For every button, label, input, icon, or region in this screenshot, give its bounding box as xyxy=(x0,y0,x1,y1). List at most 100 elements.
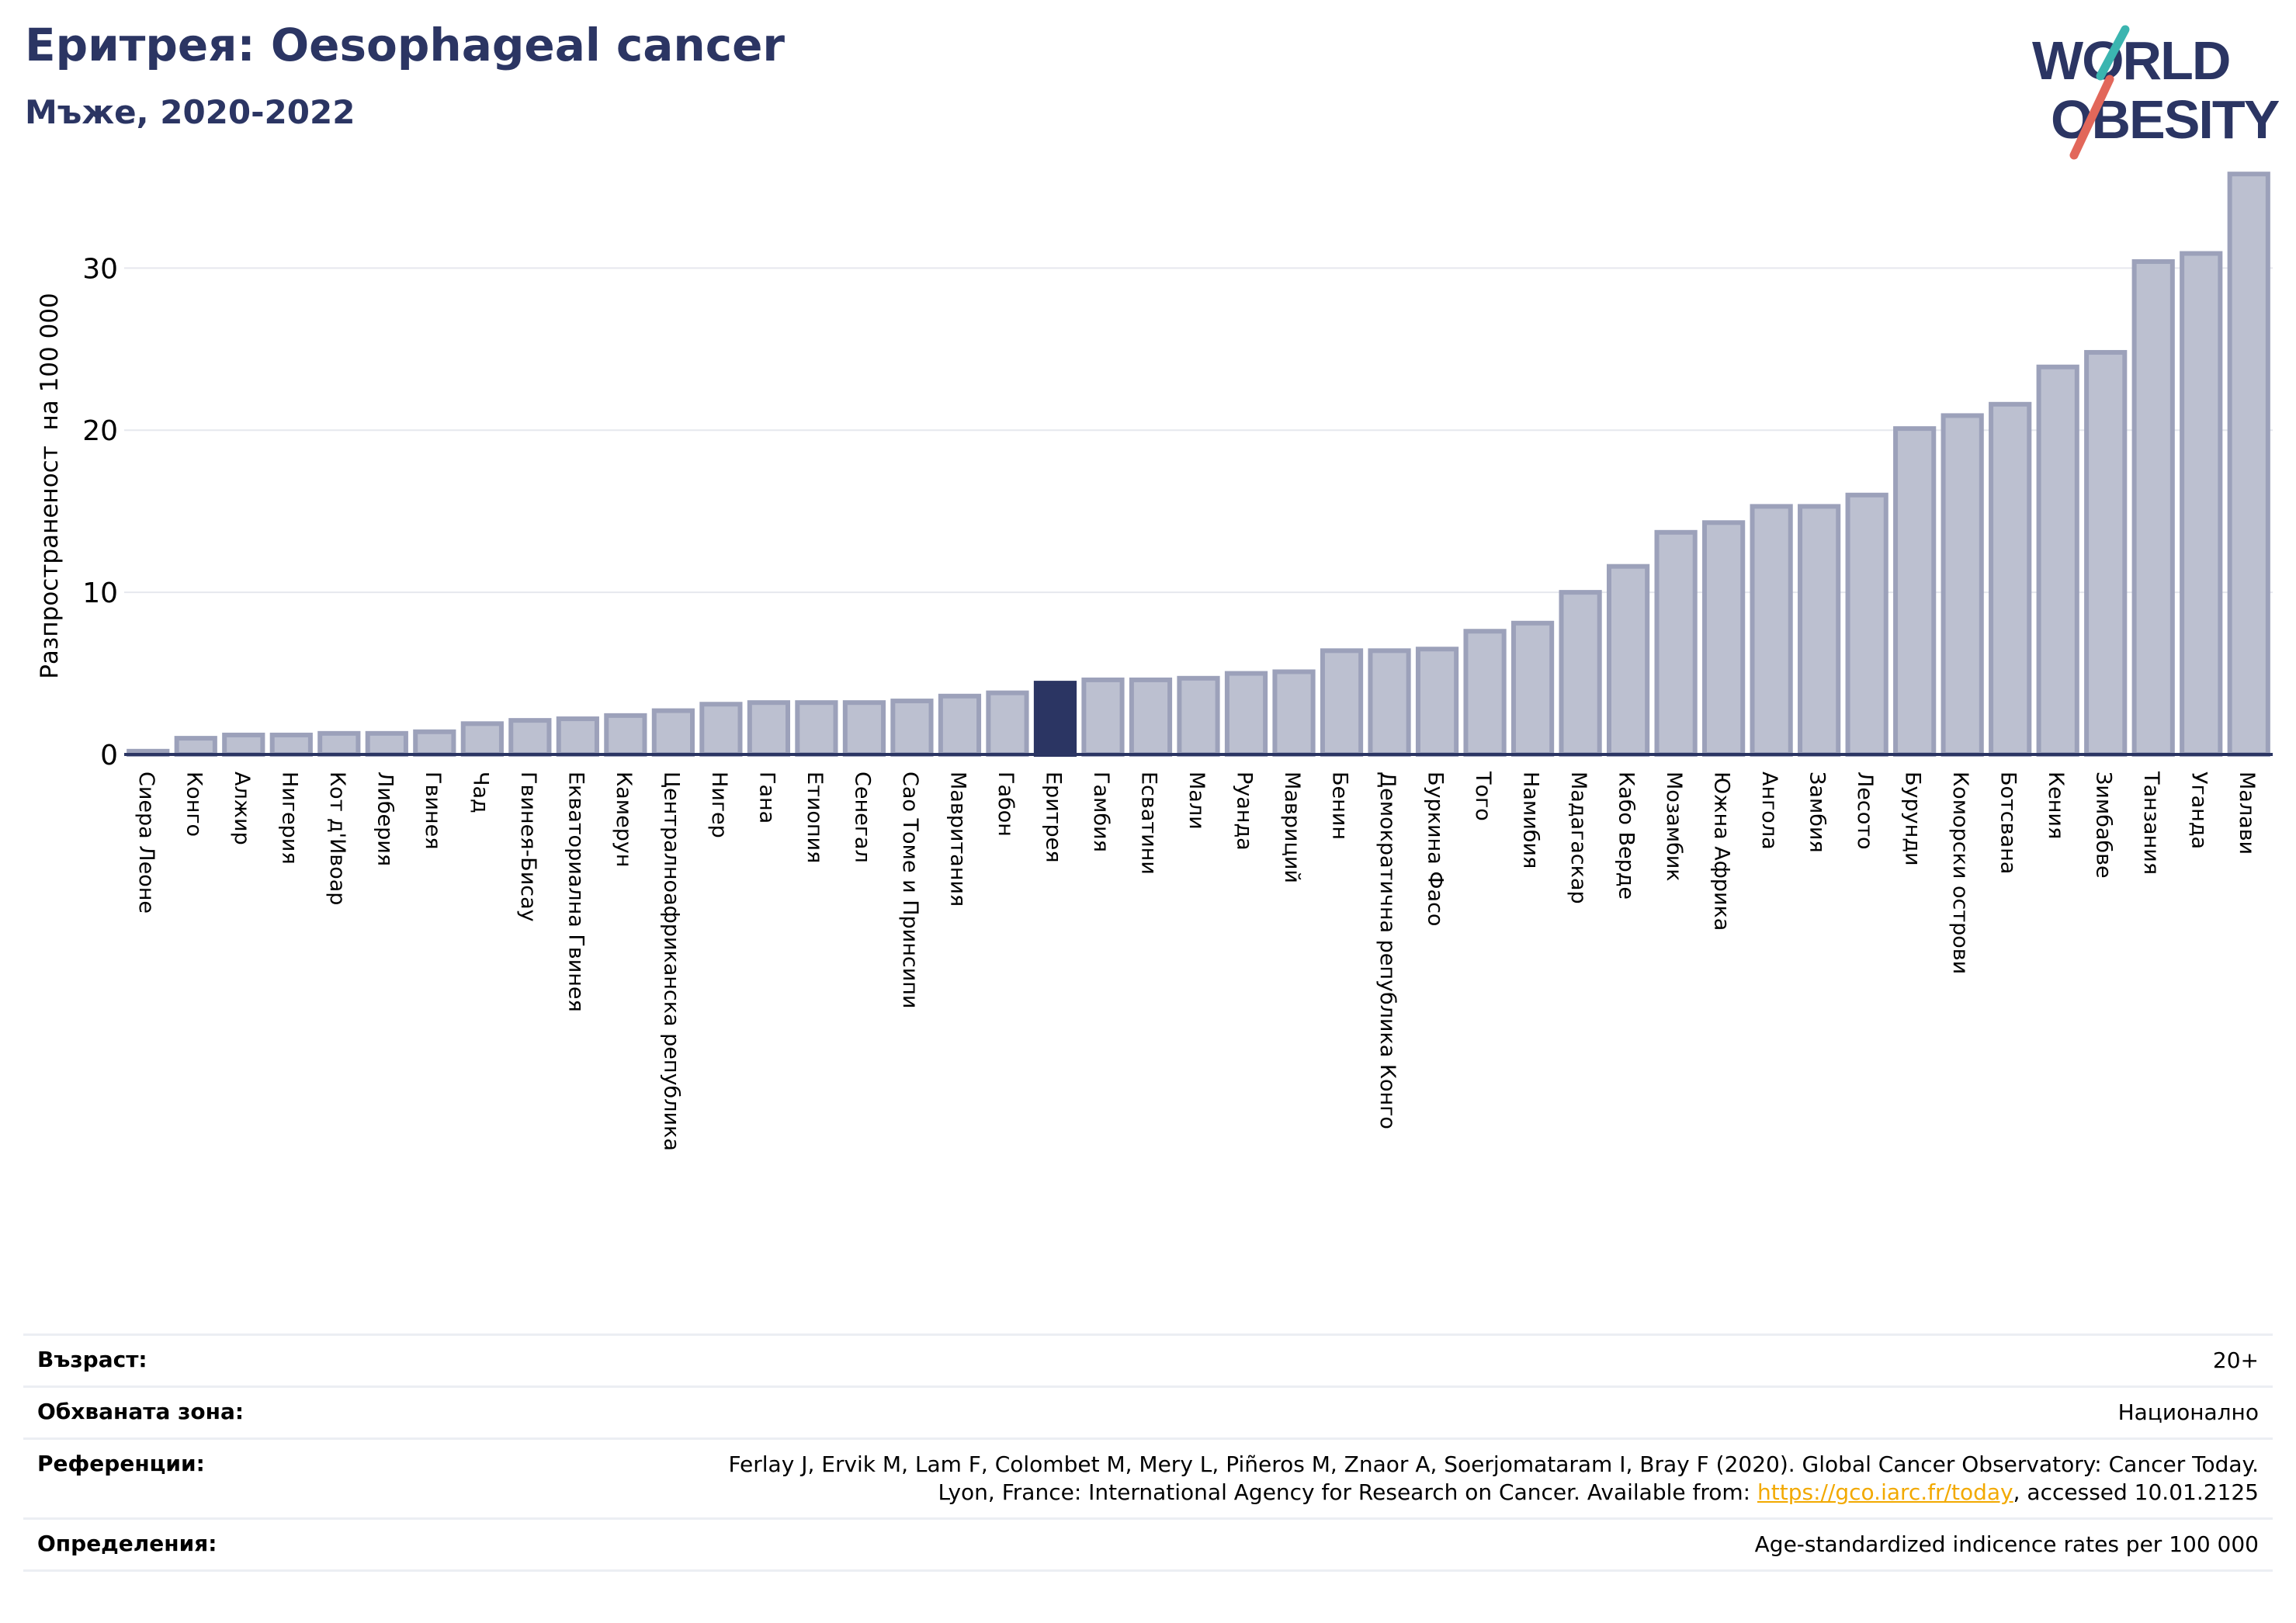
bar xyxy=(365,730,408,757)
reference-line-1: Ferlay J, Ervik M, Lam F, Colombet M, Me… xyxy=(728,1451,2259,1477)
x-tick-label: Гамбия xyxy=(1089,772,1113,852)
x-tick-label: Кения xyxy=(2044,772,2068,839)
bar xyxy=(1224,671,1268,757)
info-label-age: Възраст: xyxy=(23,1333,331,1387)
bar xyxy=(2084,349,2128,757)
x-tick-label: Демократична република Конго xyxy=(1375,772,1399,1129)
bar xyxy=(508,718,552,758)
x-tick-label: Екваториална Гвинея xyxy=(564,772,588,1012)
x-tick-label: Того xyxy=(1471,771,1495,821)
bar-chart: 0 10 20 30 Сиера Леоне Конго Алжир Нигерия Кот … xyxy=(36,172,2273,1151)
x-tick-label: Ботсвана xyxy=(1996,772,2020,874)
logo-word-world: WORLD xyxy=(2032,30,2229,91)
y-tick-label: 10 xyxy=(82,577,118,609)
info-label-area: Обхваната зона: xyxy=(23,1385,331,1439)
x-tick-label: Зимбабве xyxy=(2092,772,2116,879)
y-axis-ticks: 0 10 20 30 xyxy=(82,253,118,772)
bar xyxy=(556,716,599,757)
x-tick-label: Есватини xyxy=(1136,772,1160,875)
bar xyxy=(1081,677,1125,758)
x-tick-label: Нигерия xyxy=(277,772,301,865)
bar xyxy=(1272,669,1316,758)
y-axis-label: Разпространеност на 100 000 xyxy=(36,293,64,679)
y-tick-label: 30 xyxy=(82,253,118,285)
bar xyxy=(2036,364,2079,757)
bar xyxy=(413,729,456,757)
bar xyxy=(747,700,791,758)
bar xyxy=(460,721,504,757)
bar xyxy=(1320,648,1364,757)
chart-subtitle: Мъже, 2020-2022 xyxy=(25,93,355,131)
info-label-definitions: Определения: xyxy=(23,1517,331,1572)
x-tick-label: Бенин xyxy=(1328,772,1352,840)
world-obesity-logo: WORLD OBESITY xyxy=(2032,25,2281,160)
x-tick-label: Мавритания xyxy=(945,772,969,907)
x-tick-label: Танзания xyxy=(2139,771,2163,875)
x-tick-label: Сиера Леоне xyxy=(134,772,158,914)
reference-link[interactable]: https://gco.iarc.fr/today xyxy=(1757,1479,2013,1505)
x-tick-label: Нигер xyxy=(707,772,731,838)
x-tick-label: Гвинея-Бисау xyxy=(516,772,540,922)
bar xyxy=(842,700,886,758)
x-tick-label: Централноафриканска република xyxy=(659,772,683,1151)
x-tick-label: Кот д'Ивоар xyxy=(325,772,349,905)
x-tick-label: Кабо Верде xyxy=(1614,772,1639,900)
y-tick-label: 20 xyxy=(82,415,118,447)
x-tick-label: Еритрея xyxy=(1041,772,1065,862)
x-tick-label: Чад xyxy=(468,772,492,813)
info-row-area: Обхваната зона: Национално xyxy=(23,1385,2273,1439)
x-tick-label: Либерия xyxy=(373,772,397,866)
info-value-definitions: Age-standardized indicence rates per 100… xyxy=(331,1517,2273,1572)
bar xyxy=(651,708,695,757)
bar xyxy=(1845,492,1888,757)
bar xyxy=(1989,401,2032,757)
bar xyxy=(269,732,313,758)
info-value-references: Ferlay J, Ervik M, Lam F, Colombet M, Me… xyxy=(331,1437,2273,1519)
bar xyxy=(1177,675,1220,757)
info-value-area: Национално xyxy=(331,1385,2273,1439)
info-value-age: 20+ xyxy=(331,1333,2273,1387)
bar xyxy=(1893,426,1937,758)
bar xyxy=(1798,504,1841,758)
bar xyxy=(1750,504,1793,758)
bar xyxy=(1654,529,1698,757)
x-tick-label: Етиопия xyxy=(803,772,827,863)
bar xyxy=(795,700,838,758)
bar xyxy=(1941,413,1984,758)
bar xyxy=(604,713,647,757)
x-tick-label: Южна Африка xyxy=(1710,772,1734,931)
bar xyxy=(1510,620,1555,757)
y-tick-label: 0 xyxy=(100,740,118,772)
bar xyxy=(2131,258,2175,757)
bar xyxy=(2180,251,2223,757)
bars xyxy=(127,172,2270,758)
bar xyxy=(1463,629,1507,757)
x-tick-label: Намибия xyxy=(1519,772,1543,869)
x-tick-label: Уганда xyxy=(2187,772,2211,849)
bar xyxy=(890,699,934,757)
x-tick-label: Камерун xyxy=(612,772,636,867)
info-label-references: Референции: xyxy=(23,1437,331,1519)
bar xyxy=(317,730,361,757)
x-tick-label: Гана xyxy=(754,772,779,824)
info-table: Възраст: 20+ Обхваната зона: Национално … xyxy=(23,1333,2273,1572)
logo-slash-teal xyxy=(2096,25,2130,81)
bar xyxy=(1559,590,1602,757)
x-tick-label: Сенегал xyxy=(850,772,874,863)
chart-title: Еритрея: Oesophageal cancer xyxy=(25,19,786,71)
x-tick-label: Коморски острови xyxy=(1948,772,1972,974)
bar xyxy=(2227,172,2270,757)
x-tick-label: Мадагаскар xyxy=(1566,772,1590,904)
x-tick-label: Ангола xyxy=(1757,772,1781,850)
reference-line-2-prefix: Lyon, France: International Agency for R… xyxy=(938,1479,1757,1505)
bar xyxy=(1033,681,1077,757)
bar xyxy=(1368,648,1411,757)
info-row-references: Референции: Ferlay J, Ervik M, Lam F, Co… xyxy=(23,1437,2273,1519)
x-tick-label: Алжир xyxy=(230,772,254,845)
logo-slash-red xyxy=(2069,75,2114,160)
x-tick-label: Бурунди xyxy=(1901,772,1925,866)
bar xyxy=(1415,647,1459,757)
x-tick-label: Гвинея xyxy=(421,772,445,849)
x-tick-label: Габон xyxy=(994,772,1018,837)
x-tick-label: Мозамбик xyxy=(1662,772,1686,882)
